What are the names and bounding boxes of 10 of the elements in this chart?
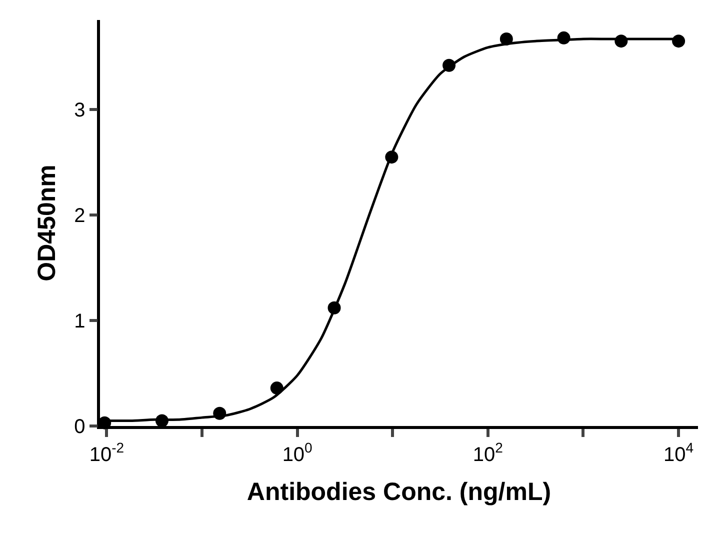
y-axis-title: OD450nm	[32, 164, 61, 282]
y-tick-label: 0	[74, 416, 86, 438]
x-axis-title: Antibodies Conc. (ng/mL)	[246, 478, 552, 506]
x-tick-label: 10$^{2}$	[472, 439, 504, 466]
y-tick-label: 2	[74, 205, 86, 228]
x-tick-label: 10$^{0}$	[282, 439, 313, 466]
y-tick-label: 3	[74, 100, 86, 122]
x-tick-label: 10$^{4}$	[664, 439, 694, 466]
y-tick-label: 1	[74, 310, 86, 333]
x-tick-label: 10$^{-2}$	[89, 439, 124, 466]
